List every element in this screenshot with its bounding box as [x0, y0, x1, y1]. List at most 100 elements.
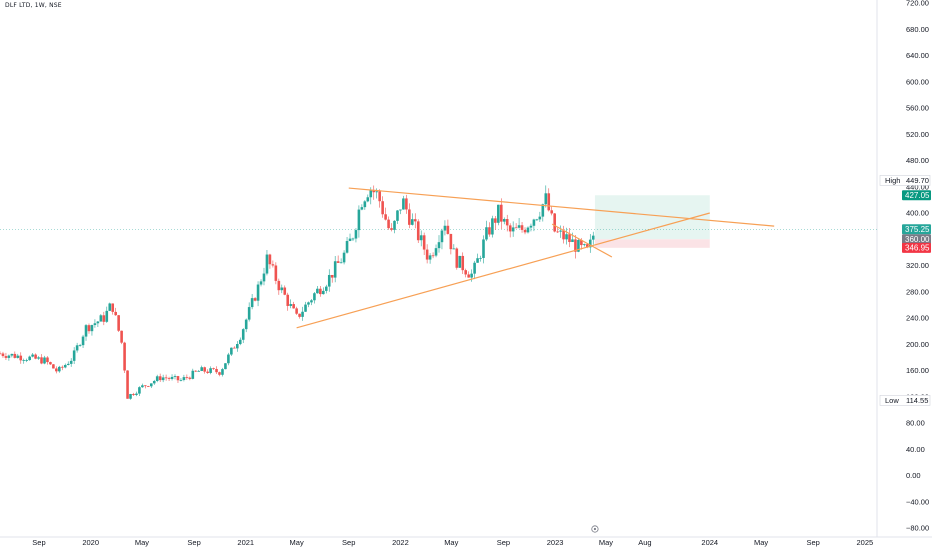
price-tag-red: 346.95 — [902, 242, 931, 253]
candle-body — [431, 255, 435, 257]
candle-body — [499, 204, 503, 222]
tag-box — [902, 190, 931, 201]
candle-body — [161, 377, 165, 381]
candle — [170, 374, 174, 381]
candle-body — [262, 273, 266, 282]
candle-body — [502, 219, 506, 222]
profit-zone[interactable] — [594, 195, 710, 240]
candle-body — [381, 201, 384, 215]
candle — [203, 366, 206, 374]
candle-body — [241, 329, 245, 340]
candle — [387, 216, 390, 230]
candle-body — [577, 239, 580, 252]
tag-value: 427.05 — [905, 191, 930, 200]
candle-body — [520, 225, 524, 230]
candle-body — [411, 219, 414, 225]
candle — [84, 323, 88, 341]
candle — [241, 328, 245, 344]
y-tick-label: 240.00 — [906, 314, 929, 323]
candle — [434, 244, 438, 258]
candle — [494, 215, 497, 230]
trendline-3[interactable] — [551, 223, 613, 258]
candle-body — [224, 363, 227, 370]
candle-body — [467, 274, 470, 278]
candle — [102, 311, 106, 326]
candle-body — [547, 193, 551, 211]
candle — [488, 222, 491, 237]
x-tick-label: 2023 — [547, 538, 564, 547]
trendline-1[interactable] — [348, 187, 775, 227]
candle — [431, 252, 435, 259]
candle — [425, 244, 429, 264]
candle-body — [84, 325, 88, 337]
y-tick-label: 600.00 — [906, 77, 929, 86]
candle — [482, 235, 485, 264]
x-tick-label: May — [444, 538, 458, 547]
tag-value: 375.25 — [905, 225, 930, 234]
candle — [49, 361, 52, 366]
candle — [402, 195, 405, 210]
candle — [535, 218, 539, 221]
candle-body — [250, 298, 254, 308]
trendline-2[interactable] — [296, 212, 710, 329]
candle-body — [230, 347, 233, 355]
candle-body — [158, 376, 162, 381]
candle-body — [446, 225, 450, 234]
candle — [120, 330, 123, 345]
candle-body — [96, 321, 100, 324]
tag-box — [902, 234, 931, 245]
candle — [411, 213, 414, 226]
candle — [336, 255, 340, 264]
candle-body — [366, 197, 370, 202]
y-tick-label: 720.00 — [906, 0, 929, 8]
candle-body — [508, 225, 512, 232]
candle-body — [565, 234, 568, 240]
candle-body — [233, 347, 236, 349]
events-marker-icon[interactable] — [591, 525, 599, 533]
candle — [227, 352, 230, 366]
candle-body — [46, 357, 49, 363]
candle-body — [176, 376, 180, 381]
candle — [25, 358, 28, 363]
candle-body — [375, 191, 379, 193]
candle — [313, 292, 316, 304]
y-tick-label: 520.00 — [906, 130, 929, 139]
candle — [428, 253, 432, 264]
candle-body — [319, 288, 322, 295]
candle-body — [188, 377, 192, 379]
candle — [473, 260, 476, 280]
candle — [78, 343, 82, 347]
loss-zone[interactable] — [594, 239, 710, 248]
candle — [238, 337, 242, 346]
candle-body — [488, 227, 491, 235]
candle-body — [470, 273, 473, 278]
candle — [188, 376, 192, 381]
candle-body — [141, 385, 144, 388]
candle — [393, 220, 396, 234]
candle — [390, 223, 393, 232]
candle-body — [238, 339, 242, 345]
candle-body — [40, 357, 43, 364]
candle-body — [345, 241, 349, 253]
x-tick-label: Sep — [32, 538, 45, 547]
candle — [384, 207, 387, 221]
low-price-tag: Low 114.55 — [879, 395, 931, 406]
candle-body — [87, 325, 91, 332]
candle-body — [173, 376, 177, 377]
candle — [63, 363, 67, 369]
candle — [126, 370, 129, 399]
candle-body — [19, 355, 23, 361]
candle-body — [422, 235, 426, 250]
candle-body — [111, 303, 115, 312]
candle — [316, 286, 319, 294]
candle-body — [37, 357, 40, 359]
candle — [307, 301, 310, 308]
candle-body — [393, 220, 396, 230]
candle — [55, 366, 58, 374]
candle-body — [200, 367, 204, 371]
candle-body — [330, 274, 334, 278]
candle-body — [271, 264, 275, 266]
candle-body — [322, 290, 325, 295]
